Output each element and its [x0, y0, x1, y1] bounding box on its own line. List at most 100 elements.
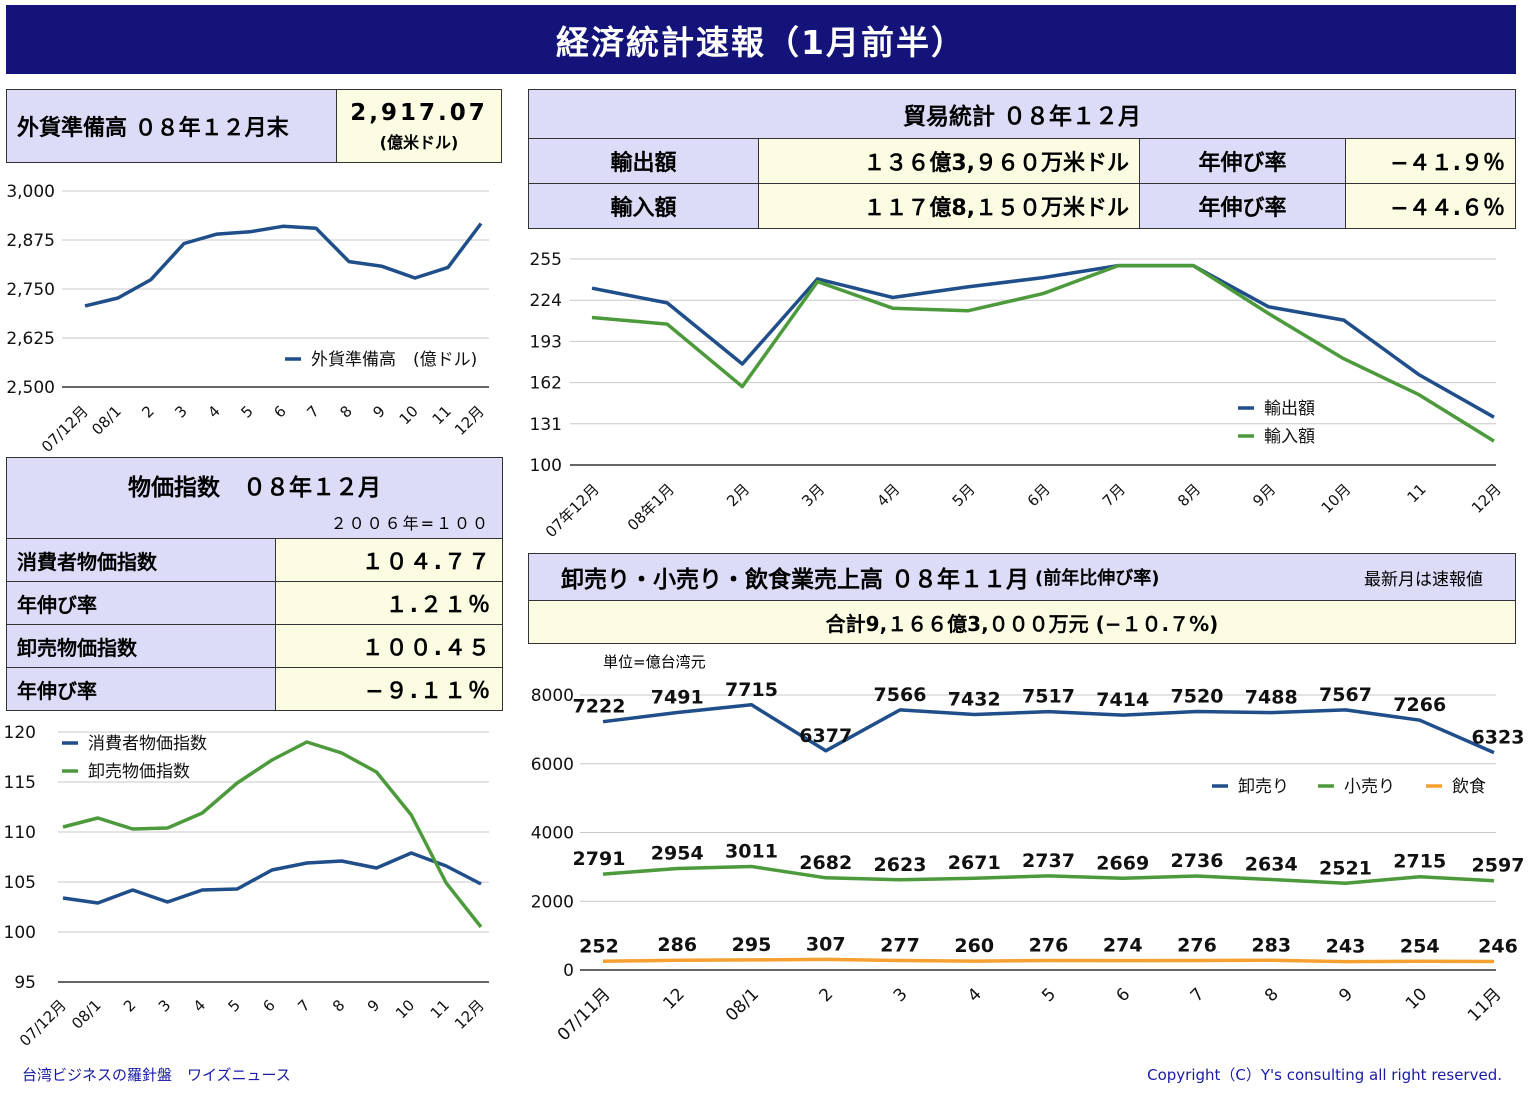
x-tick-label: 11月	[1464, 984, 1505, 1025]
data-label: 3011	[725, 840, 778, 862]
y-tick-label: 8000	[531, 686, 574, 706]
data-label: 2715	[1393, 851, 1446, 873]
sales-unit-label: 単位=億台湾元	[603, 653, 706, 671]
data-label: 7432	[948, 689, 1001, 711]
data-label: 7491	[651, 686, 704, 708]
x-tick-label: 08/1	[722, 984, 763, 1025]
y-tick-label: 224	[530, 291, 562, 311]
legend-label: 外貨準備高 (億ドル)	[311, 350, 477, 370]
data-label: 246	[1478, 936, 1518, 958]
series-line	[602, 864, 1495, 886]
y-tick-label: 162	[530, 374, 562, 394]
data-label: 7266	[1393, 694, 1446, 716]
sales-title: 卸売り・小売り・飲食業売上高 ０８年１１月	[561, 567, 1030, 593]
data-label: 2671	[948, 852, 1001, 874]
y-tick-label: 6000	[531, 755, 574, 775]
forex-unit: (億米ドル)	[379, 132, 459, 152]
trade-import-label: 輸入額	[528, 183, 759, 229]
data-label: 2736	[1171, 850, 1224, 872]
price-title: 物価指数 ０８年１２月	[128, 475, 381, 501]
series-line	[62, 851, 482, 905]
price-wpi-rate-label: 年伸び率	[6, 667, 276, 711]
x-tick-label: 6	[1112, 984, 1134, 1006]
data-label: 7715	[725, 679, 778, 701]
data-label: 260	[954, 935, 994, 957]
y-tick-label: 3,000	[6, 182, 55, 202]
y-tick-label: 2,750	[6, 280, 55, 300]
page-title: 経済統計速報（1月前半）	[6, 5, 1516, 74]
data-label: 307	[806, 933, 846, 955]
trade-export-value: １３６億3,９６０万米ドル	[758, 138, 1140, 184]
forex-label: 外貨準備高 ０８年１２月末	[6, 89, 337, 163]
data-label: 295	[732, 934, 772, 956]
data-label: 7567	[1319, 684, 1372, 706]
y-tick-label: 193	[530, 332, 562, 352]
trade-import-rate: −４４.６％	[1345, 183, 1516, 229]
x-tick-label: 07/11月	[554, 984, 615, 1045]
data-label: 254	[1400, 935, 1440, 957]
trade-import-rate-label: 年伸び率	[1139, 183, 1346, 229]
y-tick-label: 255	[530, 250, 562, 270]
legend-label: 卸売り	[1238, 777, 1289, 797]
legend-label: 飲食	[1452, 777, 1486, 797]
legend-label: 輸入額	[1264, 427, 1315, 447]
data-label: 243	[1326, 936, 1366, 958]
price-cpi-value: １０４.７７	[275, 538, 503, 582]
data-label: 2634	[1245, 853, 1298, 875]
trade-title: 貿易統計 ０８年１２月	[528, 89, 1516, 139]
x-tick-label: 4	[964, 984, 986, 1006]
data-label: 7488	[1245, 687, 1298, 709]
price-base: ２００６年=１００	[330, 514, 490, 533]
x-tick-label: 7	[1187, 984, 1209, 1006]
y-tick-label: 95	[14, 973, 36, 993]
price-cpi-label: 消費者物価指数	[6, 538, 276, 582]
trade-export-rate: −４１.９％	[1345, 138, 1516, 184]
x-tick-label: 3	[890, 984, 912, 1006]
price-wpi-value: １００.４５	[275, 624, 503, 668]
data-label: 277	[880, 934, 920, 956]
y-tick-label: 131	[530, 415, 562, 435]
data-label: 2682	[799, 852, 852, 874]
data-label: 7520	[1171, 686, 1224, 708]
data-label: 276	[1177, 935, 1217, 957]
y-tick-label: 105	[4, 873, 36, 893]
data-label: 2954	[651, 842, 704, 864]
data-label: 2791	[573, 848, 626, 870]
y-tick-label: 110	[4, 823, 36, 843]
price-cpi-rate-label: 年伸び率	[6, 581, 276, 625]
data-label: 286	[657, 934, 697, 956]
data-label: 2737	[1022, 850, 1075, 872]
x-tick-label: 2	[815, 984, 837, 1006]
data-label: 274	[1103, 935, 1143, 957]
legend-label: 輸出額	[1264, 399, 1315, 419]
series-line	[591, 263, 1495, 419]
data-label: 252	[579, 935, 619, 957]
data-label: 7517	[1022, 686, 1075, 708]
y-tick-label: 0	[563, 961, 574, 981]
legend-label: 消費者物価指数	[88, 734, 207, 754]
footer-left: 台湾ビジネスの羅針盤 ワイズニュース	[22, 1066, 291, 1084]
data-label: 283	[1251, 934, 1291, 956]
y-tick-label: 120	[4, 723, 36, 743]
y-tick-label: 2,625	[6, 329, 55, 349]
data-label: 7566	[874, 684, 927, 706]
series-line	[591, 263, 1495, 443]
trade-export-label: 輸出額	[528, 138, 759, 184]
data-label: 2597	[1472, 855, 1525, 877]
y-tick-label: 100	[530, 456, 562, 476]
series-line	[602, 957, 1495, 964]
price-wpi-label: 卸売物価指数	[6, 624, 276, 668]
series-line	[62, 740, 483, 929]
price-wpi-rate: −９.１１％	[275, 667, 503, 711]
sales-title-sub: (前年比伸び率)	[1035, 568, 1160, 589]
data-label: 2521	[1319, 857, 1372, 879]
y-tick-label: 4000	[531, 824, 574, 844]
page-title-text: 経済統計速報（1月前半）	[556, 22, 966, 62]
data-label: 2623	[874, 854, 927, 876]
legend-label: 卸売物価指数	[88, 762, 190, 782]
x-tick-label: 10	[1402, 984, 1431, 1013]
